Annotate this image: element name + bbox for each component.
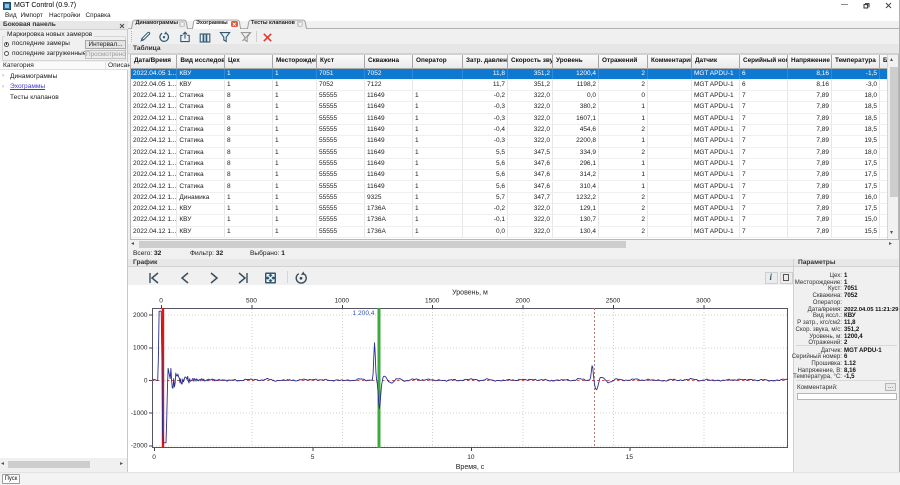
svg-text:2500: 2500	[606, 298, 621, 305]
svg-text:0: 0	[159, 298, 163, 305]
svg-text:15: 15	[626, 454, 634, 461]
svg-text:3000: 3000	[696, 298, 711, 305]
svg-text:10: 10	[467, 454, 475, 461]
svg-text:0: 0	[144, 377, 148, 384]
svg-text:2000: 2000	[515, 298, 530, 305]
svg-text:-2000: -2000	[131, 443, 148, 450]
svg-text:5: 5	[311, 454, 315, 461]
svg-text:1000: 1000	[335, 298, 350, 305]
svg-text:Уровень, м: Уровень, м	[452, 290, 488, 297]
svg-text:-1000: -1000	[131, 410, 148, 417]
svg-text:0: 0	[152, 454, 156, 461]
svg-text:500: 500	[246, 298, 257, 305]
svg-text:1500: 1500	[425, 298, 440, 305]
svg-text:1 200,4: 1 200,4	[353, 310, 375, 317]
svg-text:1000: 1000	[133, 345, 148, 352]
svg-text:2000: 2000	[133, 312, 148, 319]
svg-text:Время, с: Время, с	[456, 464, 485, 471]
